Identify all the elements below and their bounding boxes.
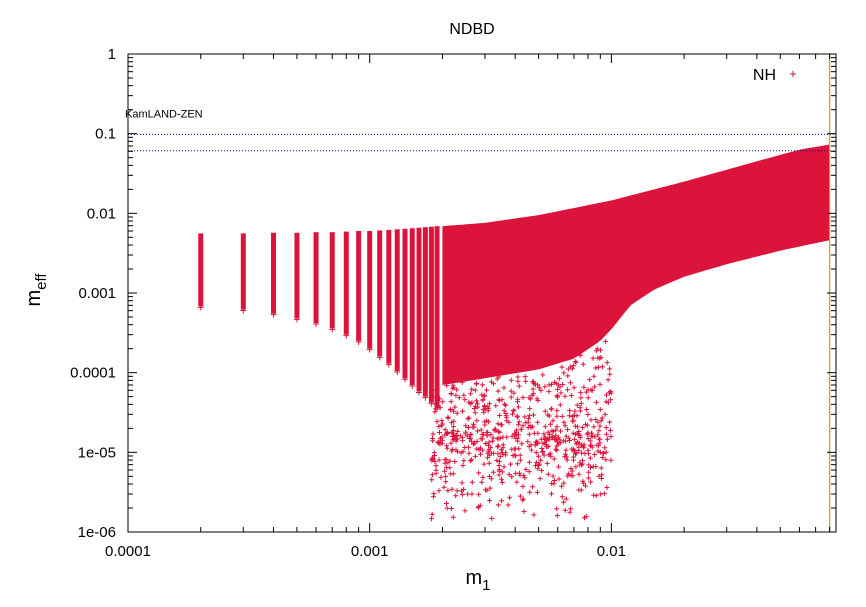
data-band-end-15: [416, 389, 423, 396]
y-tick-label-6: 1e-05: [78, 444, 116, 461]
data-band-end-6: [329, 326, 336, 333]
data-band-2: [240, 233, 246, 310]
y-tick-label-5: 0.0001: [70, 365, 116, 382]
data-band-18: [434, 226, 440, 409]
data-band-end-4: [293, 316, 300, 323]
data-band-end-5: [313, 321, 320, 328]
data-band-5: [313, 232, 319, 324]
x-tick-label-3: 0.01: [597, 543, 626, 560]
data-band-end-10: [376, 354, 383, 361]
data-band-6: [329, 232, 335, 329]
legend: NH: [753, 67, 796, 84]
y-tick-label-1: 1: [108, 46, 116, 63]
data-band-10: [377, 230, 383, 357]
data-band-16: [422, 227, 428, 397]
x-tick-label-1: 0.0001: [105, 543, 151, 560]
data-band-1: [198, 233, 204, 307]
legend-marker-nh: [790, 71, 796, 77]
data-band-end-17: [428, 400, 435, 407]
data-band-end-14: [409, 383, 416, 390]
kamland-zen-annotation: KamLAND-ZEN: [125, 108, 203, 120]
data-band-4: [294, 232, 300, 319]
data-band-11: [386, 229, 392, 364]
data-band-end-7: [343, 332, 350, 339]
data-band-8: [356, 231, 362, 341]
y-tick-label-3: 0.01: [87, 205, 116, 222]
plot-area: [197, 144, 830, 522]
x-tick-label-2: 0.001: [351, 543, 389, 560]
data-band-end-11: [385, 361, 392, 368]
data-band-end-13: [402, 376, 409, 383]
data-band-end-8: [355, 338, 362, 345]
x-axis-label: m1: [465, 567, 490, 594]
data-band-end-9: [366, 346, 373, 353]
legend-label-nh: NH: [753, 67, 776, 84]
data-band-7: [343, 231, 349, 335]
data-band-end-1: [197, 304, 204, 311]
data-band-end-3: [270, 311, 277, 318]
data-band-end-16: [422, 394, 429, 401]
y-axis-label: meff: [23, 273, 50, 307]
data-band-end-12: [394, 368, 401, 375]
data-band-15: [416, 227, 422, 392]
y-tick-label-4: 0.001: [78, 285, 116, 302]
chart-title: NDBD: [449, 21, 494, 38]
data-band-12: [394, 229, 400, 371]
data-band-14: [409, 228, 415, 386]
y-tick-label-2: 0.1: [95, 126, 116, 143]
data-band-3: [271, 232, 277, 314]
data-band-17: [428, 226, 434, 403]
data-band-9: [367, 231, 373, 349]
data-scatter-points: [429, 338, 614, 522]
data-band-end-2: [240, 307, 247, 314]
data-band-13: [402, 228, 408, 379]
axis-ticks: 0.0001 0.001 0.01 1 0.1 0.01 0.001 0.0001 1e-05 1…: [70, 46, 836, 560]
data-region-filled: [442, 144, 830, 385]
y-tick-label-7: 1e-06: [78, 524, 116, 541]
